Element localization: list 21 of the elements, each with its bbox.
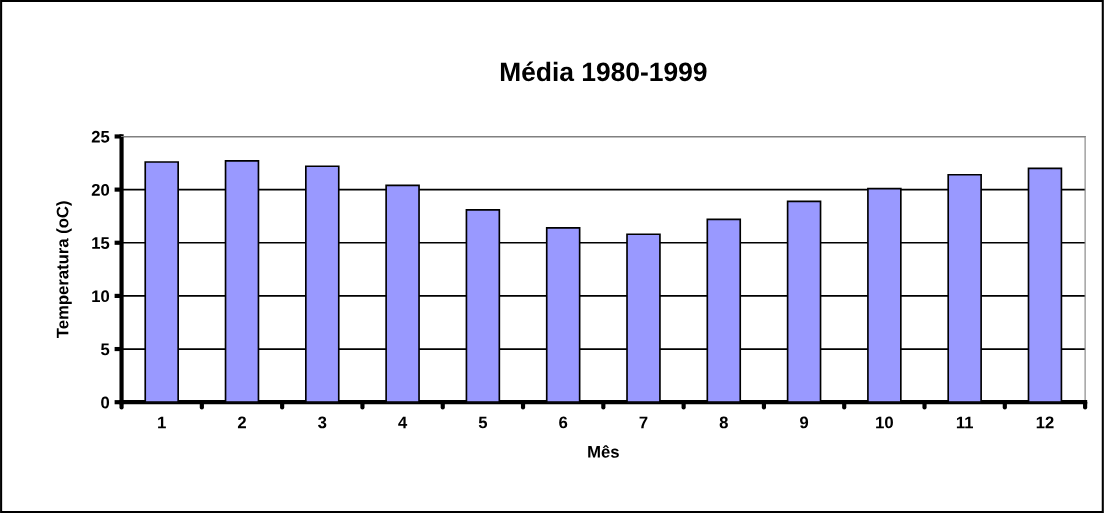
- y-tick-label: 5: [100, 343, 110, 356]
- chart-title: Média 1980-1999: [500, 61, 707, 82]
- x-axis-title: Mês: [588, 445, 619, 458]
- x-tick-label: 5: [478, 416, 488, 429]
- x-tick-label: 3: [318, 416, 327, 429]
- x-tick-label: 10: [876, 416, 893, 429]
- x-tick-label: 7: [639, 416, 648, 429]
- x-tick-label: 2: [237, 416, 246, 429]
- x-tick-label: 8: [719, 416, 728, 429]
- x-tick-label: 4: [398, 416, 408, 429]
- y-tick-label: 25: [91, 130, 110, 143]
- x-tick-label: 9: [800, 416, 809, 429]
- x-tick-label: 12: [1036, 416, 1054, 429]
- y-tick-label: 15: [92, 237, 110, 249]
- x-tick-label: 6: [559, 416, 568, 429]
- x-tick-label: 1: [158, 416, 166, 429]
- y-tick-label: 20: [91, 184, 110, 196]
- y-axis-title: Temperatura (oC): [56, 201, 72, 338]
- x-tick-label: 11: [956, 416, 974, 429]
- y-tick-label: 10: [92, 290, 110, 303]
- y-tick-label: 0: [101, 396, 110, 409]
